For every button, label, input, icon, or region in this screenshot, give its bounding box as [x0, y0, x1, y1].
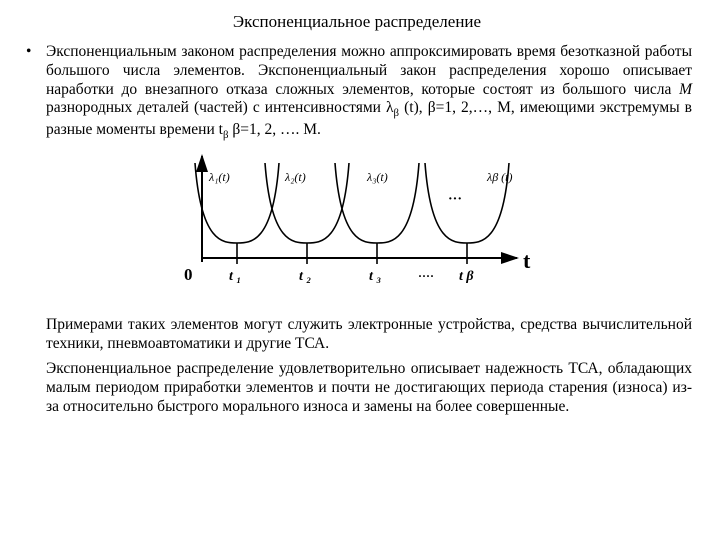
svg-text:λ₃(t): λ₃(t): [366, 170, 388, 184]
page-title: Экспоненциальное распределение: [22, 12, 692, 33]
svg-text:t ₂: t ₂: [299, 269, 311, 284]
bathtub-chart: λ₁(t) λ₂(t) λ₃(t) λβ (t) ··· t ₁ t ₂ t ₃ t β ····…: [167, 148, 547, 308]
svg-text:0: 0: [184, 265, 193, 284]
svg-text:···: ···: [448, 192, 462, 207]
svg-text:λβ (t): λβ (t): [486, 170, 513, 184]
bullet-icon: •: [26, 43, 31, 62]
paragraph-1: • Экспоненциальным законом распределения…: [22, 43, 692, 142]
svg-text:····: ····: [418, 269, 434, 283]
p3-text: Экспоненциальное распределение удовлетво…: [46, 360, 692, 415]
svg-text:t: t: [523, 248, 531, 273]
svg-text:λ₂(t): λ₂(t): [284, 170, 306, 184]
svg-text:t ₃: t ₃: [369, 269, 381, 284]
svg-text:t β: t β: [459, 269, 474, 284]
svg-text:t ₁: t ₁: [229, 269, 241, 284]
paragraph-3: Экспоненциальное распределение удовлетво…: [22, 360, 692, 417]
svg-text:λ₁(t): λ₁(t): [208, 170, 230, 184]
p2-text: Примерами таких элементов могут служить …: [46, 316, 692, 352]
p1-text: Экспоненциальным законом распределения м…: [46, 43, 692, 138]
paragraph-2: Примерами таких элементов могут служить …: [22, 316, 692, 354]
